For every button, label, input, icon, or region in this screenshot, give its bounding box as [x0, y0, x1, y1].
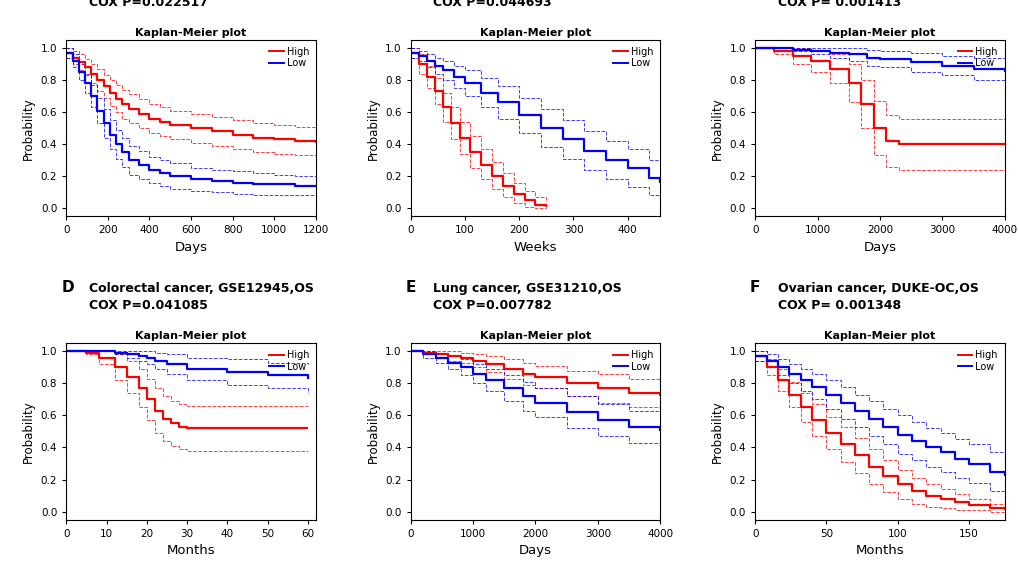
- Text: E: E: [406, 280, 416, 295]
- Legend: High, Low: High, Low: [611, 45, 655, 70]
- Text: D: D: [61, 280, 73, 295]
- Y-axis label: Probability: Probability: [22, 400, 36, 463]
- Title: Kaplan-Meier plot: Kaplan-Meier plot: [136, 331, 247, 341]
- Text: Lung cancer, GSE31210,OS: Lung cancer, GSE31210,OS: [433, 282, 622, 295]
- Text: COX P=0.007782: COX P=0.007782: [433, 299, 551, 312]
- X-axis label: Weeks: Weeks: [514, 241, 556, 254]
- X-axis label: Days: Days: [519, 544, 551, 557]
- Legend: High, Low: High, Low: [955, 45, 999, 70]
- X-axis label: Months: Months: [167, 544, 215, 557]
- Legend: High, Low: High, Low: [267, 348, 311, 373]
- Text: COX P=0.022517: COX P=0.022517: [89, 0, 208, 9]
- Text: F: F: [749, 280, 759, 295]
- Title: Kaplan-Meier plot: Kaplan-Meier plot: [479, 28, 591, 38]
- Text: Colorectal cancer, GSE12945,OS: Colorectal cancer, GSE12945,OS: [89, 282, 313, 295]
- Y-axis label: Probability: Probability: [710, 96, 723, 159]
- Y-axis label: Probability: Probability: [710, 400, 723, 463]
- Y-axis label: Probability: Probability: [366, 96, 379, 159]
- Legend: High, Low: High, Low: [611, 348, 655, 373]
- Title: Kaplan-Meier plot: Kaplan-Meier plot: [136, 28, 247, 38]
- Title: Kaplan-Meier plot: Kaplan-Meier plot: [479, 331, 591, 341]
- Y-axis label: Probability: Probability: [366, 400, 379, 463]
- X-axis label: Days: Days: [174, 241, 208, 254]
- Text: Ovarian cancer, DUKE-OC,OS: Ovarian cancer, DUKE-OC,OS: [776, 282, 977, 295]
- Text: COX P=0.041085: COX P=0.041085: [89, 299, 208, 312]
- Title: Kaplan-Meier plot: Kaplan-Meier plot: [823, 28, 934, 38]
- Legend: High, Low: High, Low: [267, 45, 311, 70]
- Text: COX P=0.044693: COX P=0.044693: [433, 0, 551, 9]
- Text: COX P= 0.001348: COX P= 0.001348: [776, 299, 900, 312]
- Y-axis label: Probability: Probability: [22, 96, 36, 159]
- Legend: High, Low: High, Low: [955, 348, 999, 373]
- X-axis label: Days: Days: [862, 241, 896, 254]
- X-axis label: Months: Months: [855, 544, 903, 557]
- Title: Kaplan-Meier plot: Kaplan-Meier plot: [823, 331, 934, 341]
- Text: COX P= 0.001413: COX P= 0.001413: [776, 0, 900, 9]
